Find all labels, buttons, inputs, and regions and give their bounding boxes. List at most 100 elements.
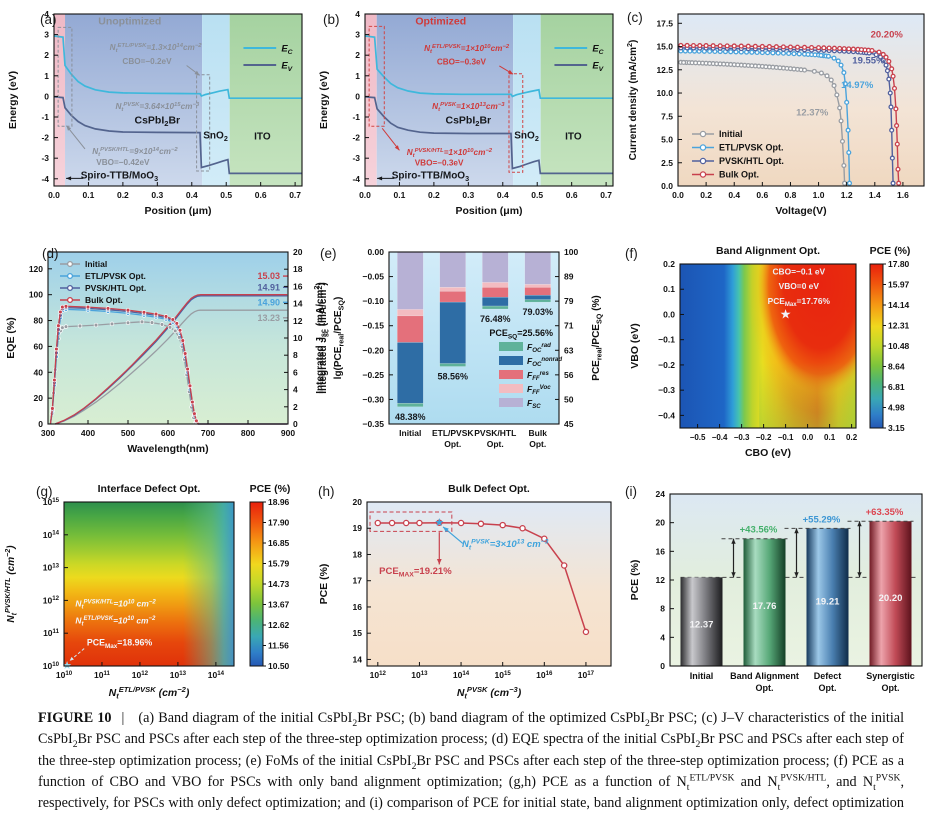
svg-text:Opt.: Opt. [882, 683, 900, 693]
svg-text:15.79: 15.79 [268, 559, 290, 569]
svg-text:16: 16 [293, 281, 303, 291]
svg-text:Optimized: Optimized [415, 15, 466, 27]
svg-text:VBO=0 eV: VBO=0 eV [779, 281, 820, 291]
svg-text:1013: 1013 [411, 670, 428, 680]
svg-text:18: 18 [293, 264, 303, 274]
svg-text:CBO (eV): CBO (eV) [745, 447, 791, 459]
svg-text:45: 45 [564, 419, 574, 429]
svg-text:(c): (c) [627, 10, 643, 25]
svg-text:★: ★ [780, 306, 792, 321]
svg-text:1014: 1014 [43, 530, 60, 540]
svg-text:Band Alignment Opt.: Band Alignment Opt. [716, 245, 820, 257]
svg-text:10.0: 10.0 [656, 88, 673, 98]
svg-text:0.1: 0.1 [394, 190, 406, 200]
svg-text:+63.35%: +63.35% [866, 507, 904, 518]
svg-text:0.4: 0.4 [497, 190, 509, 200]
svg-text:Initial: Initial [690, 671, 714, 681]
svg-text:ETL/PVSK Opt.: ETL/PVSK Opt. [719, 143, 784, 153]
svg-text:Bulk Defect Opt.: Bulk Defect Opt. [448, 483, 530, 495]
svg-text:14.73: 14.73 [268, 579, 290, 589]
svg-text:1015: 1015 [495, 670, 512, 680]
svg-text:(g): (g) [36, 484, 53, 499]
svg-text:5.0: 5.0 [661, 135, 673, 145]
svg-text:0.0: 0.0 [672, 190, 684, 200]
svg-text:58.56%: 58.56% [437, 372, 468, 382]
svg-text:Initial: Initial [85, 259, 107, 269]
svg-text:+55.29%: +55.29% [803, 514, 841, 525]
svg-text:4: 4 [293, 385, 298, 395]
svg-text:Opt.: Opt. [819, 683, 837, 693]
svg-text:VBO=−0.42eV: VBO=−0.42eV [96, 158, 150, 167]
svg-text:1013: 1013 [43, 562, 60, 572]
svg-text:120: 120 [29, 264, 43, 274]
svg-text:8: 8 [293, 350, 298, 360]
svg-text:0.1: 0.1 [824, 433, 836, 442]
svg-text:1012: 1012 [370, 670, 387, 680]
svg-text:1.4: 1.4 [869, 190, 881, 200]
svg-text:48.38%: 48.38% [395, 412, 426, 422]
svg-text:Energy (eV): Energy (eV) [7, 71, 19, 129]
svg-text:Current density (mA/cm2): Current density (mA/cm2) [625, 40, 639, 161]
svg-text:20.20%: 20.20% [871, 30, 904, 41]
svg-text:(d): (d) [42, 246, 59, 261]
svg-text:15.97: 15.97 [888, 280, 910, 290]
svg-text:6: 6 [293, 367, 298, 377]
svg-text:Integrated Jsc (mA/cm2): Integrated Jsc (mA/cm2) [312, 282, 327, 393]
svg-text:0.7: 0.7 [289, 190, 301, 200]
svg-text:500: 500 [121, 428, 135, 438]
panel-g-interface-defect-heatmap: NtPVSK/HTL=1010 cm−2 NtETL/PVSK=1010 cm−2… [3, 483, 290, 701]
svg-text:10.50: 10.50 [268, 661, 290, 671]
svg-text:1017: 1017 [578, 670, 595, 680]
svg-text:0: 0 [38, 419, 43, 429]
svg-text:100: 100 [564, 247, 578, 257]
svg-text:13.67: 13.67 [268, 600, 290, 610]
svg-text:10: 10 [293, 333, 303, 343]
svg-text:20: 20 [293, 247, 303, 257]
svg-text:-2: -2 [352, 133, 360, 143]
svg-text:VBO=−0.3eV: VBO=−0.3eV [415, 159, 464, 168]
svg-text:12.5: 12.5 [656, 65, 673, 75]
svg-text:50: 50 [564, 394, 574, 404]
svg-text:0: 0 [660, 661, 665, 671]
panel-f-band-alignment-heatmap: CBO=−0.1 eV VBO=0 eV PCEMax=17.76%★ −0.5 −0.… [625, 245, 910, 459]
svg-text:PCESQ=25.56%: PCESQ=25.56% [489, 328, 553, 340]
svg-text:0.4: 0.4 [728, 190, 740, 200]
svg-text:1: 1 [44, 71, 49, 81]
svg-text:0.2: 0.2 [663, 259, 675, 269]
svg-text:(h): (h) [318, 484, 335, 499]
svg-text:−0.10: −0.10 [362, 296, 384, 306]
svg-text:56: 56 [564, 370, 574, 380]
svg-text:4: 4 [660, 632, 665, 642]
svg-text:1016: 1016 [536, 670, 553, 680]
svg-text:0: 0 [355, 91, 360, 101]
panel-e-foms-stacked-bars: 48.38%Initial58.56%ETL/PVSKOpt.76.48%PVS… [312, 246, 603, 449]
svg-text:NtPVSK=1×1013cm−3: NtPVSK=1×1013cm−3 [432, 102, 505, 113]
svg-text:lg(PCEreal/PCESQ): lg(PCEreal/PCESQ) [333, 297, 346, 380]
svg-text:1010: 1010 [56, 670, 73, 680]
svg-text:300: 300 [41, 428, 55, 438]
svg-text:4: 4 [44, 9, 49, 19]
svg-text:0.6: 0.6 [255, 190, 267, 200]
svg-text:-1: -1 [41, 112, 49, 122]
svg-text:3.15: 3.15 [888, 423, 905, 433]
svg-text:600: 600 [161, 428, 175, 438]
panel-h-bulk-defect-line: ★ PCEMAX=19.21% NtPVSK=3×1013 cm−3 1012 1013… [318, 483, 612, 701]
svg-text:0.3: 0.3 [151, 190, 163, 200]
svg-text:FFFres: FFFres [527, 370, 549, 382]
svg-text:60: 60 [34, 341, 44, 351]
svg-text:0.1: 0.1 [83, 190, 95, 200]
svg-text:0.00: 0.00 [367, 247, 384, 257]
svg-text:Opt.: Opt. [444, 439, 461, 449]
svg-text:PCEMax=17.76%: PCEMax=17.76% [768, 296, 831, 308]
svg-text:FOCrad: FOCrad [527, 342, 551, 354]
svg-text:0.5: 0.5 [220, 190, 232, 200]
svg-text:Opt.: Opt. [529, 439, 546, 449]
svg-text:NtETL/PVSK=1010 cm−2: NtETL/PVSK=1010 cm−2 [75, 615, 156, 627]
svg-text:(e): (e) [320, 246, 337, 261]
svg-text:7.5: 7.5 [661, 111, 673, 121]
svg-text:−0.1: −0.1 [658, 335, 675, 345]
svg-text:Initial: Initial [719, 129, 743, 139]
svg-text:EC: EC [281, 44, 293, 56]
svg-text:PCEMax=18.96%: PCEMax=18.96% [87, 638, 153, 650]
